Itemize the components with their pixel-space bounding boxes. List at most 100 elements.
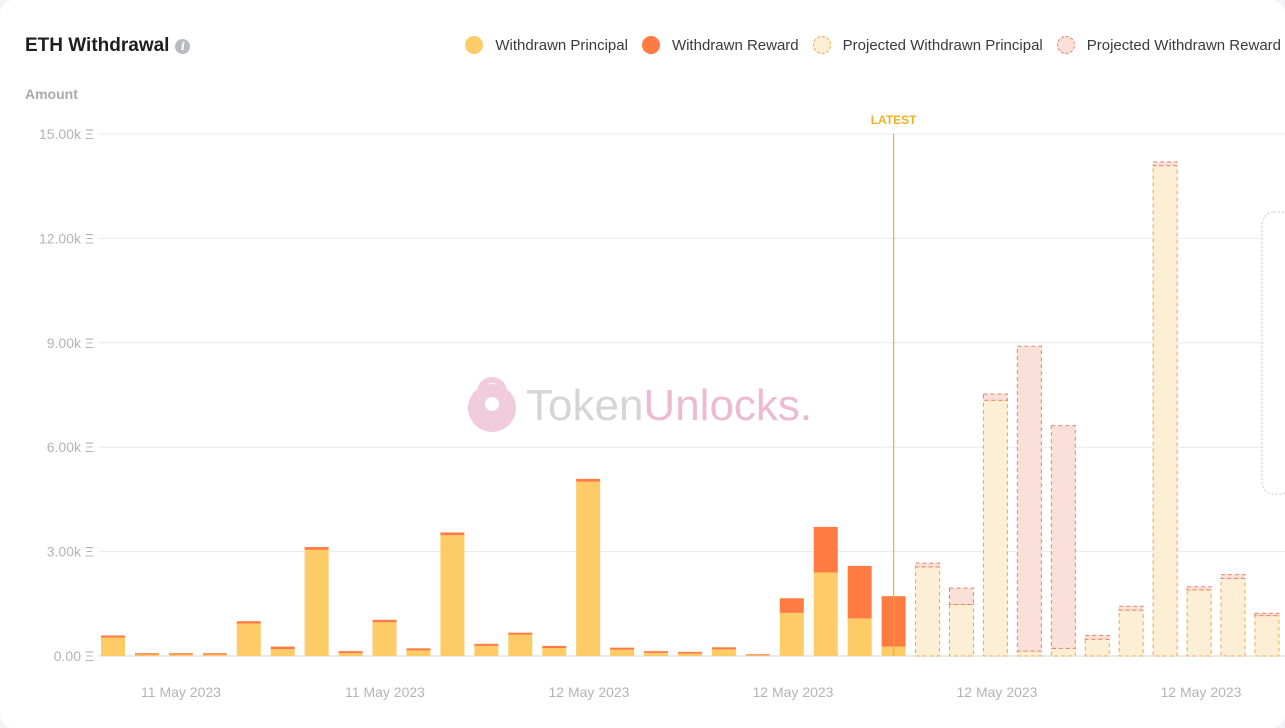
watermark-logo bbox=[468, 377, 516, 432]
latest-marker-label: LATEST bbox=[871, 113, 917, 127]
bar-projected-principal bbox=[1050, 647, 1076, 657]
bar-withdrawn-reward bbox=[406, 648, 431, 651]
bar-projected-reward bbox=[1186, 586, 1212, 591]
bar-withdrawn-principal bbox=[270, 649, 295, 656]
bar-withdrawn-reward bbox=[610, 647, 635, 650]
bar-withdrawn-principal bbox=[677, 653, 702, 656]
legend-swatch-withdrawn-principal bbox=[465, 36, 484, 54]
bar-withdrawn-reward bbox=[338, 651, 363, 654]
bar-withdrawn-principal bbox=[338, 653, 363, 656]
bar-withdrawn-reward bbox=[101, 635, 125, 638]
bar-projected-principal bbox=[1254, 615, 1280, 657]
x-tick-label: 12 May 2023 bbox=[753, 684, 834, 700]
bar-withdrawn-principal bbox=[711, 649, 736, 656]
bar-projected-reward bbox=[1152, 161, 1178, 167]
bar-withdrawn-reward bbox=[644, 651, 669, 653]
x-tick-label: 11 May 2023 bbox=[345, 684, 425, 700]
bar-withdrawn-reward bbox=[542, 645, 567, 648]
bar-withdrawn-principal bbox=[779, 612, 804, 656]
bar-withdrawn-principal bbox=[372, 622, 397, 656]
bar-projected-reward bbox=[949, 587, 974, 605]
bar-withdrawn-reward bbox=[711, 647, 736, 650]
watermark-text: TokenUnlocks. bbox=[526, 381, 812, 430]
legend-swatch-projected-principal bbox=[812, 36, 831, 54]
watermark-lock-hole bbox=[485, 397, 499, 411]
bar-projected-principal bbox=[1186, 589, 1212, 657]
bar-projected-principal bbox=[1118, 609, 1144, 657]
bar-withdrawn-principal bbox=[304, 549, 329, 656]
bar-withdrawn-reward bbox=[270, 646, 295, 650]
bar-projected-principal bbox=[949, 603, 974, 657]
y-tick-label: 6.00k Ξ bbox=[47, 439, 94, 455]
legend-item-projected-reward[interactable]: Projected Withdrawn Reward bbox=[1056, 36, 1281, 54]
bar-withdrawn-principal bbox=[644, 652, 669, 656]
y-tick-label: 3.00k Ξ bbox=[47, 544, 94, 560]
bar-withdrawn-principal bbox=[610, 649, 635, 656]
legend-swatch-withdrawn-reward bbox=[641, 36, 660, 54]
bar-withdrawn-reward bbox=[168, 653, 193, 655]
bar-withdrawn-principal bbox=[202, 654, 227, 656]
info-icon[interactable]: i bbox=[175, 38, 191, 54]
x-tick-label: 12 May 2023 bbox=[957, 684, 1038, 700]
y-tick-label: 15.00k Ξ bbox=[39, 126, 94, 142]
bar-withdrawn-reward bbox=[813, 526, 838, 573]
bar-withdrawn-principal bbox=[406, 650, 431, 656]
bar-projected-principal bbox=[1152, 165, 1178, 657]
x-tick-label: 12 May 2023 bbox=[549, 684, 630, 700]
legend-label: Projected Withdrawn Reward bbox=[1086, 36, 1281, 54]
legend-label: Withdrawn Reward bbox=[671, 36, 799, 54]
bar-withdrawn-principal bbox=[847, 618, 872, 656]
bar-projected-reward bbox=[1016, 345, 1042, 652]
bar-projected-reward bbox=[1050, 425, 1076, 649]
bar-projected-principal bbox=[1084, 638, 1110, 657]
chart-title-text: ETH Withdrawal bbox=[25, 35, 170, 56]
bar-withdrawn-reward bbox=[847, 565, 872, 619]
bar-projected-reward bbox=[1118, 605, 1144, 611]
bar-withdrawn-principal bbox=[576, 481, 601, 656]
bar-projected-reward bbox=[1220, 574, 1246, 579]
bar-withdrawn-principal bbox=[745, 655, 770, 656]
legend-label: Projected Withdrawn Principal bbox=[842, 36, 1043, 54]
bar-projected-reward bbox=[915, 562, 941, 568]
bar-withdrawn-principal bbox=[474, 645, 499, 656]
bar-withdrawn-reward bbox=[508, 632, 533, 635]
bar-withdrawn-reward bbox=[440, 532, 465, 536]
x-tick-label: 12 May 2023 bbox=[1161, 684, 1242, 700]
bar-withdrawn-principal bbox=[101, 637, 125, 656]
bar-withdrawn-principal bbox=[813, 572, 838, 656]
bar-withdrawn-reward bbox=[202, 653, 227, 655]
y-tick-label: 9.00k Ξ bbox=[47, 335, 94, 351]
bar-withdrawn-principal bbox=[440, 535, 465, 656]
legend: Withdrawn Principal Withdrawn Reward Pro… bbox=[451, 36, 1281, 54]
bar-projected-principal bbox=[915, 566, 941, 657]
y-tick-label: 0.00 Ξ bbox=[54, 648, 94, 664]
x-tick-label: 11 May 2023 bbox=[141, 684, 221, 700]
legend-item-withdrawn-reward[interactable]: Withdrawn Reward bbox=[641, 36, 799, 54]
bar-withdrawn-reward bbox=[372, 619, 397, 623]
legend-item-withdrawn-principal[interactable]: Withdrawn Principal bbox=[465, 36, 628, 54]
bar-withdrawn-reward bbox=[304, 547, 329, 550]
bar-projected-reward bbox=[1254, 612, 1280, 617]
bar-withdrawn-principal bbox=[542, 647, 567, 656]
legend-item-projected-principal[interactable]: Projected Withdrawn Principal bbox=[812, 36, 1043, 54]
bar-projected-reward bbox=[982, 393, 1008, 401]
bar-withdrawn-reward bbox=[134, 653, 159, 655]
bar-withdrawn-reward bbox=[576, 478, 601, 482]
bar-projected-principal bbox=[1220, 577, 1246, 657]
legend-swatch-projected-reward bbox=[1056, 36, 1075, 54]
bar-withdrawn-principal bbox=[508, 634, 533, 656]
bar-withdrawn-reward bbox=[474, 643, 499, 646]
bar-projected-reward bbox=[1084, 634, 1110, 640]
legend-label: Withdrawn Principal bbox=[495, 36, 628, 54]
bar-withdrawn-reward bbox=[779, 598, 804, 613]
scroll-handle bbox=[1261, 211, 1285, 495]
bar-withdrawn-principal bbox=[168, 654, 193, 656]
bar-projected-principal bbox=[1016, 650, 1042, 657]
chart-title: ETH Withdrawal i bbox=[25, 35, 191, 57]
bar-withdrawn-reward bbox=[745, 654, 770, 656]
y-axis-label: Amount bbox=[25, 86, 78, 102]
bar-withdrawn-principal bbox=[236, 623, 261, 656]
bar-projected-principal bbox=[982, 399, 1008, 657]
y-tick-label: 12.00k Ξ bbox=[39, 230, 94, 246]
